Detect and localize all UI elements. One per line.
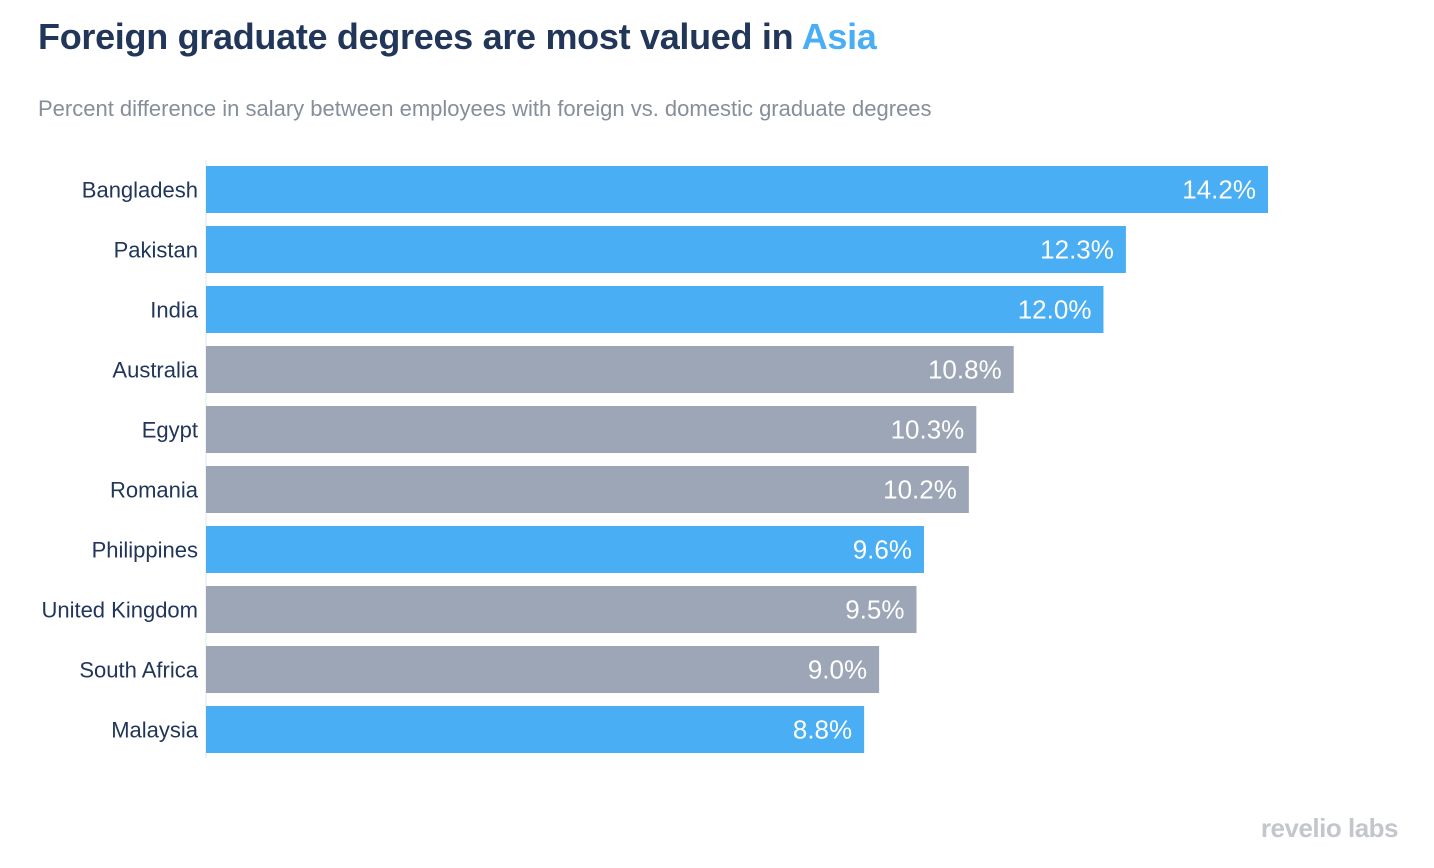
bar <box>206 346 1014 393</box>
value-label: 10.3% <box>891 415 965 445</box>
brand-logo: revelio labs <box>1260 813 1399 843</box>
bar-row: Malaysia 8.8% <box>111 706 865 753</box>
chart-title-main: Foreign graduate degrees are most valued… <box>38 16 802 57</box>
bar <box>206 286 1104 333</box>
value-label: 10.8% <box>928 355 1002 385</box>
value-label: 12.0% <box>1018 295 1092 325</box>
bar-row: India 12.0% <box>150 286 1104 333</box>
bar <box>206 526 924 573</box>
category-label: United Kingdom <box>41 598 198 623</box>
chart-subtitle: Percent difference in salary between emp… <box>38 96 932 121</box>
bar <box>206 646 880 693</box>
bar <box>206 166 1268 213</box>
category-label: Australia <box>112 358 198 383</box>
bar-row: Pakistan 12.3% <box>114 226 1126 273</box>
value-label: 9.0% <box>808 655 867 685</box>
category-label: Egypt <box>142 418 198 443</box>
bar-row: Australia 10.8% <box>112 346 1014 393</box>
bar-row: Bangladesh 14.2% <box>82 166 1268 213</box>
value-label: 10.2% <box>883 475 957 505</box>
category-label: Bangladesh <box>82 178 198 203</box>
category-label: India <box>150 298 198 323</box>
value-label: 9.6% <box>853 535 912 565</box>
value-label: 12.3% <box>1040 235 1114 265</box>
value-label: 8.8% <box>793 715 852 745</box>
bar-row: South Africa 9.0% <box>79 646 880 693</box>
bar-row: Egypt 10.3% <box>142 406 977 453</box>
bar <box>206 226 1126 273</box>
bar-row: Romania 10.2% <box>110 466 969 513</box>
bar <box>206 466 969 513</box>
bar <box>206 706 865 753</box>
bar <box>206 406 977 453</box>
category-label: Philippines <box>92 538 198 563</box>
bar <box>206 586 917 633</box>
value-label: 14.2% <box>1182 175 1256 205</box>
chart-title-accent: Asia <box>801 16 877 57</box>
bar-row: United Kingdom 9.5% <box>41 586 917 633</box>
value-label: 9.5% <box>845 595 904 625</box>
chart-title: Foreign graduate degrees are most valued… <box>38 16 877 58</box>
category-label: South Africa <box>79 658 198 683</box>
category-label: Malaysia <box>111 718 199 743</box>
category-label: Romania <box>110 478 199 503</box>
category-label: Pakistan <box>114 238 198 263</box>
bar-row: Philippines 9.6% <box>92 526 924 573</box>
